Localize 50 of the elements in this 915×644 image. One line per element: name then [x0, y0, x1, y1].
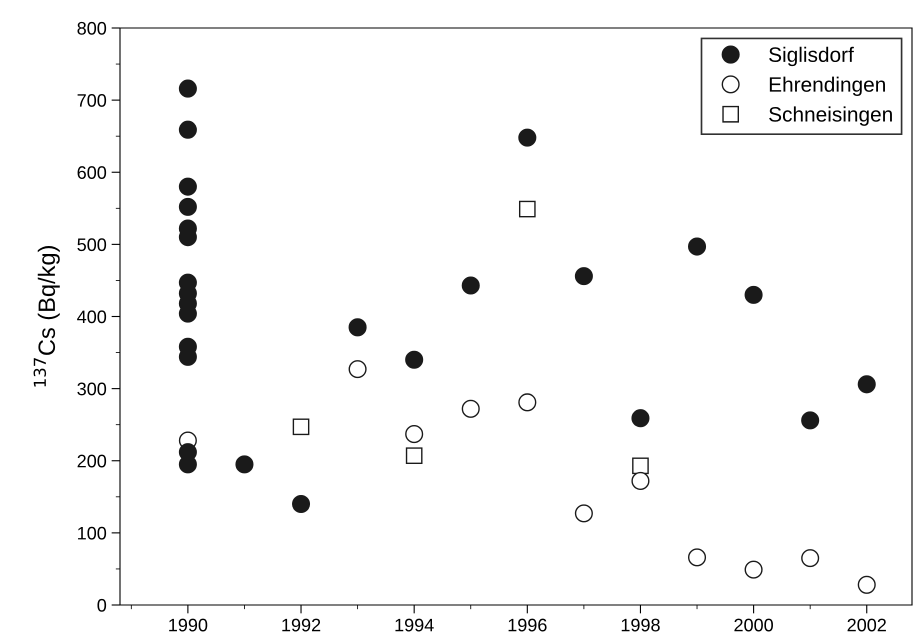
point: [688, 238, 706, 256]
y-tick-label: 400: [77, 310, 106, 324]
point: [858, 576, 876, 594]
point: [744, 286, 763, 304]
point: [405, 350, 424, 369]
point: [406, 447, 423, 464]
point: [348, 318, 367, 336]
point: [744, 560, 763, 579]
y-tick-label: 600: [78, 166, 106, 179]
point: [178, 120, 197, 139]
y-tick-label: 200: [78, 454, 106, 468]
point: [631, 409, 650, 428]
point: [518, 393, 536, 412]
point: [462, 276, 480, 295]
point: [801, 411, 820, 430]
point: [235, 455, 254, 474]
x-tick-label: 1996: [508, 618, 547, 632]
legend-label: Schneisingen: [769, 106, 892, 126]
x-tick-label: 2000: [734, 618, 773, 632]
point: [801, 549, 820, 568]
point: [632, 457, 649, 474]
x-tick-label: 1994: [395, 618, 434, 632]
legend-label: Siglisdorf: [769, 46, 854, 66]
point: [518, 128, 536, 147]
y-tick-label: 300: [77, 382, 106, 396]
point: [292, 494, 310, 514]
point: [858, 375, 876, 394]
point: [292, 418, 310, 436]
y-tick-label: 500: [77, 238, 106, 252]
x-tick-label: 2002: [848, 618, 886, 632]
point: [574, 267, 593, 286]
point: [574, 504, 593, 522]
point: [178, 178, 197, 196]
x-tick-label: 1990: [169, 618, 208, 632]
x-tick-label: 1992: [282, 618, 320, 632]
y-tick-label: 100: [78, 526, 106, 540]
y-tick-label: 0: [97, 598, 106, 612]
point: [462, 400, 480, 418]
x-tick-label: 1998: [622, 618, 660, 632]
y-tick-label: 700: [78, 94, 106, 107]
point: [688, 548, 706, 566]
point: [178, 198, 197, 216]
point: [631, 472, 650, 490]
point: [518, 200, 536, 218]
legend-label: Ehrendingen: [770, 76, 885, 96]
y-tick-label: 800: [77, 22, 106, 35]
point: [348, 360, 367, 378]
point: [178, 80, 197, 98]
point: [405, 425, 424, 444]
y-axis-title: $^{137}$Cs (Bq/kg): [34, 246, 60, 386]
